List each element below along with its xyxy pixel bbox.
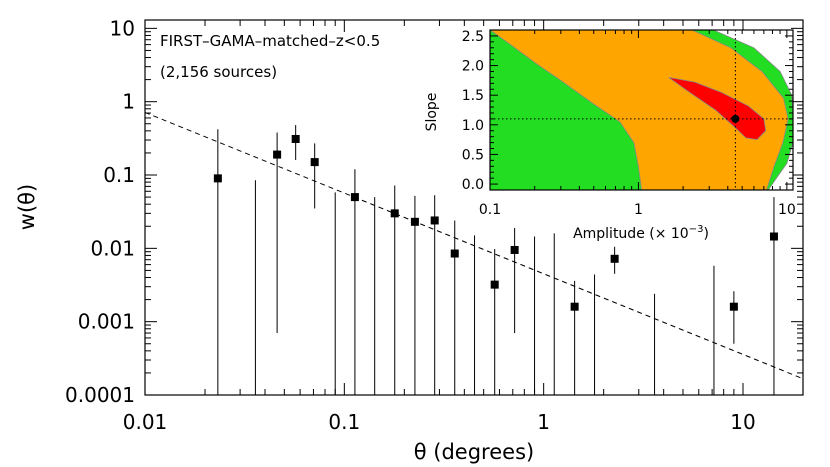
inset-axes-frame — [489, 29, 794, 191]
y-tick-label: 1 — [122, 90, 135, 114]
data-point — [273, 150, 282, 159]
data-points — [213, 134, 778, 311]
y-axis-label: w(θ) — [15, 184, 39, 230]
error-bars — [217, 125, 775, 395]
x-tick-label: 1 — [537, 410, 550, 434]
contour-2sigma — [490, 30, 789, 190]
inset-y-tick-label: 1.0 — [462, 118, 484, 134]
inset-y-axis-label: Slope — [424, 93, 440, 132]
inset-x-tick-label: 10 — [778, 202, 796, 218]
annotation-sample: FIRST–GAMA–matched–z<0.5 — [160, 32, 380, 50]
y-tick-label: 10 — [110, 16, 135, 40]
annotation-count: (2,156 sources) — [160, 63, 277, 81]
inset-y-tick-label: 0.5 — [462, 147, 484, 163]
inset-x-axis-label: Amplitude (× 10−3) — [573, 224, 709, 242]
inset-y-tick-label: 2.5 — [462, 29, 484, 45]
inset-plot: 0.1 1 10 0.0 0.5 1.0 1.5 2.0 2.5 Amplitude (× 10… — [424, 29, 796, 242]
x-tick-label: 10 — [730, 410, 755, 434]
data-point — [510, 245, 519, 254]
contour-1sigma — [668, 77, 767, 141]
data-point — [769, 232, 778, 241]
inset-y-tick-label: 2.0 — [462, 59, 484, 75]
data-point — [310, 158, 319, 167]
fit-line — [144, 111, 804, 380]
data-point — [570, 302, 579, 311]
inset-x-tick-label: 1 — [634, 202, 643, 218]
inset-x-tick-label: 0.1 — [479, 202, 501, 218]
data-point — [350, 193, 359, 202]
inset-y-tick-label: 1.5 — [462, 88, 484, 104]
data-point — [610, 254, 619, 263]
data-point — [430, 216, 439, 225]
data-point — [490, 280, 499, 289]
inset-axis-ticks: 0.1 1 10 0.0 0.5 1.0 1.5 2.0 2.5 — [462, 29, 796, 218]
x-tick-label: 0.01 — [123, 410, 168, 434]
x-axis-label: θ (degrees) — [414, 440, 534, 464]
y-tick-label: 0.1 — [103, 163, 135, 187]
data-point — [450, 249, 459, 258]
data-point — [729, 302, 738, 311]
best-fit-point — [731, 114, 740, 123]
main-axes-frame — [144, 19, 804, 396]
y-tick-label: 0.001 — [78, 310, 135, 334]
inset-y-tick-label: 0.0 — [462, 177, 484, 193]
y-tick-label: 0.0001 — [65, 383, 135, 407]
data-point — [213, 174, 222, 183]
data-point — [410, 217, 419, 226]
y-tick-label: 0.01 — [90, 236, 135, 260]
data-point — [390, 209, 399, 218]
x-tick-label: 0.1 — [328, 410, 360, 434]
data-point — [291, 134, 300, 143]
